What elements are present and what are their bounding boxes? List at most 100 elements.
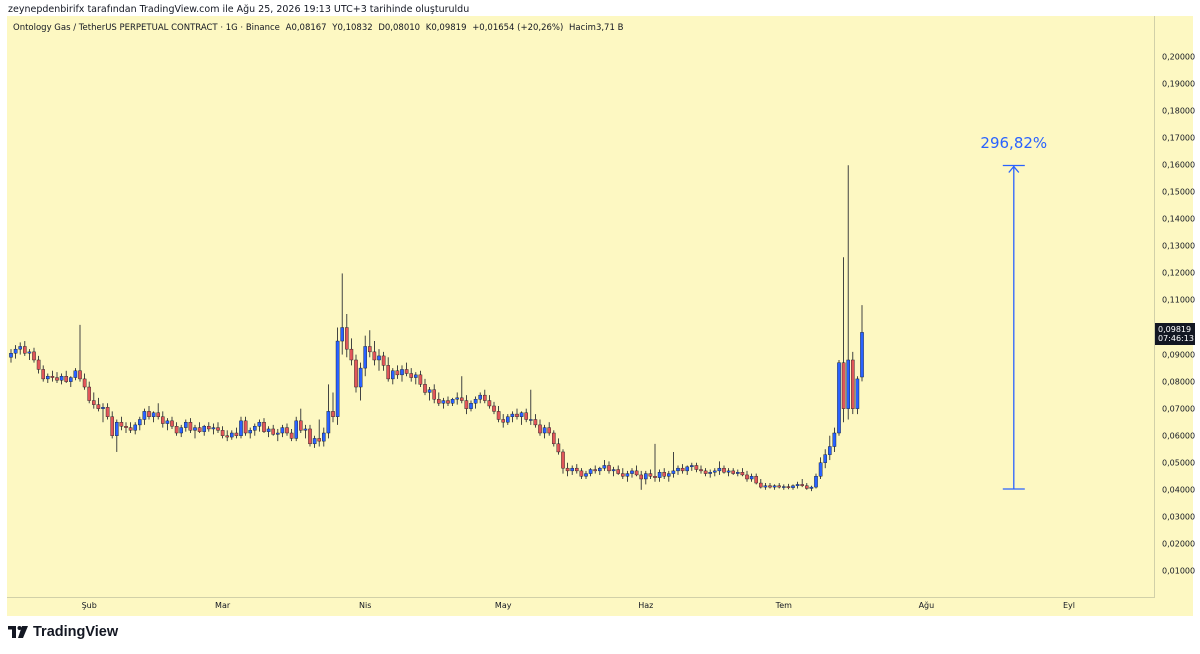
time-tick-label: Mar [215, 601, 231, 610]
time-tick-label: Şub [81, 601, 97, 610]
candle-body [740, 472, 745, 476]
candle-body [556, 443, 561, 453]
candle-body [552, 432, 556, 445]
candle-body [639, 474, 643, 480]
candle-body [644, 473, 648, 480]
candle-body [593, 469, 597, 472]
candle-body [211, 427, 216, 430]
candle-body [128, 427, 133, 431]
price-tick-label: 0,04000 [1162, 485, 1196, 495]
tradingview-brand: TradingView [33, 624, 119, 640]
time-tick-label: Nis [359, 601, 372, 610]
candle-body [381, 355, 386, 366]
plot-area[interactable]: Ontology Gas / TetherUS PERPETUAL CONTRA… [7, 16, 1155, 598]
legend-volume: Hacim3,71 B [569, 23, 624, 33]
candle-body [252, 426, 257, 431]
candle-body [82, 378, 87, 388]
price-axis[interactable]: 0,01000 0,02000 0,03000 0,04000 0,05000 0,060… [1155, 16, 1196, 598]
candle-body [565, 467, 570, 472]
candle-body [772, 485, 777, 488]
candle-body [289, 432, 294, 439]
candle-body [607, 465, 611, 472]
candle-body [791, 485, 795, 488]
candle-body [823, 454, 827, 463]
candle-body [23, 346, 27, 354]
candle-body [860, 332, 864, 378]
candle-body [239, 420, 243, 436]
candle-body [782, 486, 786, 488]
candle-body [662, 472, 666, 477]
candle-body [841, 362, 846, 409]
candle-body [634, 470, 639, 476]
candle-body [469, 403, 473, 409]
bar-countdown: 07:46:13 [1158, 334, 1194, 344]
candle-body [248, 430, 253, 434]
candle-body [464, 400, 469, 409]
candle-body [91, 400, 96, 405]
candle-body [133, 424, 137, 431]
candle-body [101, 407, 105, 409]
candle-body [170, 420, 174, 427]
candle-body [473, 399, 478, 404]
candle-body [671, 470, 676, 474]
candle-body [602, 465, 607, 469]
price-tick-label: 0,03000 [1162, 512, 1196, 522]
tradingview-logo[interactable]: TradingView [8, 624, 118, 640]
time-tick-label: Tem [775, 601, 792, 610]
candle-body [36, 359, 41, 370]
candle-body [64, 376, 68, 382]
time-tick-label: Eyl [1062, 601, 1076, 610]
candle-body [759, 482, 763, 488]
candle-body [625, 473, 630, 477]
candle-body [584, 473, 588, 477]
candle-body [322, 432, 326, 442]
candle-body [110, 416, 114, 436]
candle-body [46, 376, 50, 380]
candle-body [510, 413, 515, 417]
candle-body [529, 419, 533, 421]
candle-body [114, 421, 119, 436]
candle-body [183, 421, 188, 428]
legend-symbol: Ontology Gas / TetherUS PERPETUAL CONTRA… [13, 23, 280, 33]
candle-body [271, 428, 276, 435]
candle-body [423, 384, 427, 393]
price-tick-label: 0,18000 [1162, 106, 1196, 116]
candle-body [538, 424, 542, 434]
candle-body [59, 376, 64, 381]
candle-body [814, 476, 818, 488]
candle-body [524, 412, 528, 420]
candle-body [229, 432, 234, 438]
measure-percent-label: 296,82% [980, 133, 1048, 152]
candle-body [160, 416, 165, 424]
candle-body [69, 377, 73, 382]
candle-body [137, 419, 142, 426]
candle-body [542, 427, 547, 434]
candle-body [496, 411, 501, 420]
candle-body [317, 438, 322, 442]
time-axis[interactable]: Şub Mar Nis May Haz Tem Ağu Eyl [7, 598, 1155, 616]
candle-body [713, 470, 717, 473]
candle-body [837, 362, 841, 434]
candle-body [303, 428, 308, 431]
price-tick-label: 0,16000 [1162, 160, 1196, 170]
price-tick-label: 0,09000 [1162, 350, 1196, 360]
candle-body [694, 465, 699, 470]
last-price-value: 0,09819 [1158, 325, 1192, 335]
candle-body [754, 476, 758, 484]
candle-body [685, 466, 689, 472]
candle-body [667, 473, 671, 477]
candle-body [519, 412, 524, 417]
price-tick-label: 0,05000 [1162, 458, 1196, 468]
candle-body [588, 469, 593, 474]
candle-body [197, 427, 202, 432]
candle-body [41, 369, 45, 380]
candle-body [492, 405, 496, 412]
candle-body [18, 346, 23, 350]
candle-body [786, 486, 791, 488]
candle-body [455, 397, 460, 400]
tradingview-logo-icon [8, 626, 28, 638]
candle-body [266, 428, 271, 432]
candle-body [653, 476, 657, 478]
candle-body [220, 430, 225, 436]
candle-body [570, 467, 574, 472]
